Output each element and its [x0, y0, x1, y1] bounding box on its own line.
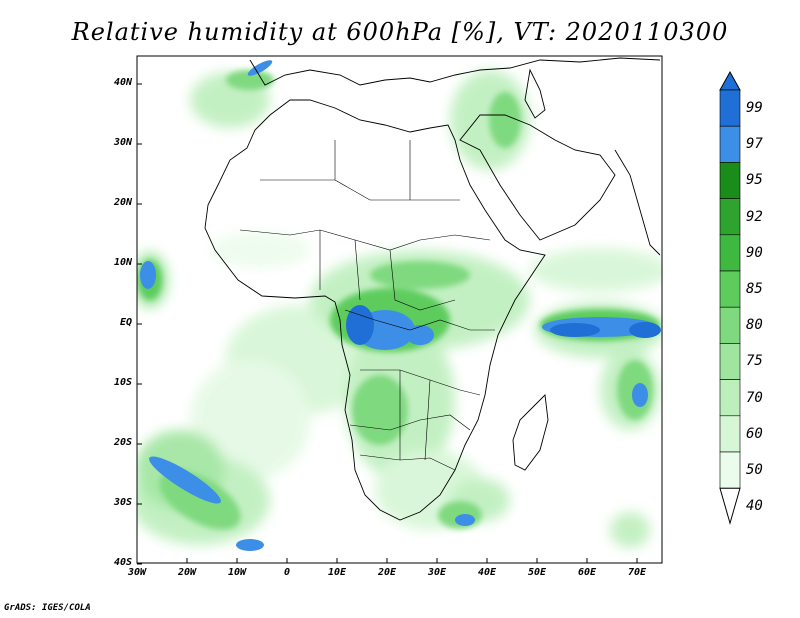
lat-tick-label: 40N	[113, 77, 132, 88]
coastlines	[204, 57, 661, 521]
lat-tick-label: 10S	[113, 377, 132, 388]
colorbar-swatch	[719, 125, 741, 163]
grads-credit: GrADS: IGES/COLA	[4, 603, 91, 613]
lon-tick-label: 40E	[477, 567, 497, 578]
colorbar-level-label: 99	[746, 100, 763, 116]
colorbar-level-label: 40	[746, 498, 763, 515]
colorbar-level-label: 97	[746, 136, 763, 153]
lon-tick-label: 20E	[377, 567, 397, 578]
lon-tick-label: 20W	[177, 567, 197, 578]
map-title: Relative humidity at 600hPa [%], VT: 202…	[71, 18, 729, 46]
lat-tick-label: 30S	[113, 497, 132, 508]
colorbar-level-label: 70	[746, 389, 763, 406]
colorbar-level-label: 60	[746, 425, 763, 442]
lat-tick-label: 20N	[113, 197, 132, 208]
colorbar-bottom-arrow	[719, 487, 741, 526]
colorbar-swatch	[719, 451, 741, 489]
colorbar-top-arrow	[719, 70, 741, 91]
lon-tick-label: 30W	[127, 567, 147, 578]
colorbar-level-label: 95	[746, 172, 763, 189]
lon-tick-label: 10W	[227, 567, 247, 578]
lat-tick-label: 20S	[113, 437, 132, 448]
lat-tick-label: 10N	[113, 257, 132, 268]
europe-coastline	[249, 57, 661, 86]
map-frame	[136, 55, 663, 564]
lat-tick-label: 40S	[113, 557, 132, 568]
colorbar-swatch	[719, 198, 741, 236]
colorbar-swatch	[719, 162, 741, 199]
colorbar-level-label: 50	[746, 462, 763, 478]
lon-tick-label: 0	[283, 567, 291, 578]
colorbar	[719, 70, 741, 526]
colorbar-swatch	[719, 234, 741, 272]
axis-tick-marks	[136, 83, 638, 565]
colorbar-level-label: 85	[746, 281, 763, 297]
country-borders	[239, 140, 495, 471]
madagascar-coastline	[512, 394, 549, 471]
lon-tick-label: 70E	[627, 567, 647, 578]
lon-tick-label: 50E	[527, 567, 547, 578]
india-coastline	[614, 149, 661, 256]
colorbar-swatch	[719, 89, 741, 127]
lon-tick-label: 10E	[327, 567, 347, 578]
lon-tick-label: 60E	[577, 567, 597, 578]
africa-coastline	[204, 99, 546, 521]
colorbar-swatch	[719, 270, 741, 308]
lat-tick-label: EQ	[119, 317, 132, 328]
colorbar-level-label: 92	[746, 208, 763, 225]
colorbar-level-label: 80	[746, 317, 763, 334]
colorbar-swatch	[719, 343, 741, 380]
colorbar-swatch	[719, 379, 741, 417]
lon-tick-label: 30E	[427, 567, 447, 578]
humidity-field	[137, 60, 662, 551]
arabia-coastline	[459, 114, 616, 241]
colorbar-swatch	[719, 415, 741, 453]
colorbar-level-label: 75	[746, 353, 763, 370]
lat-tick-label: 30N	[113, 137, 132, 148]
colorbar-swatch	[719, 306, 741, 344]
caspian-coastline	[524, 68, 546, 119]
colorbar-level-label: 90	[746, 244, 763, 261]
